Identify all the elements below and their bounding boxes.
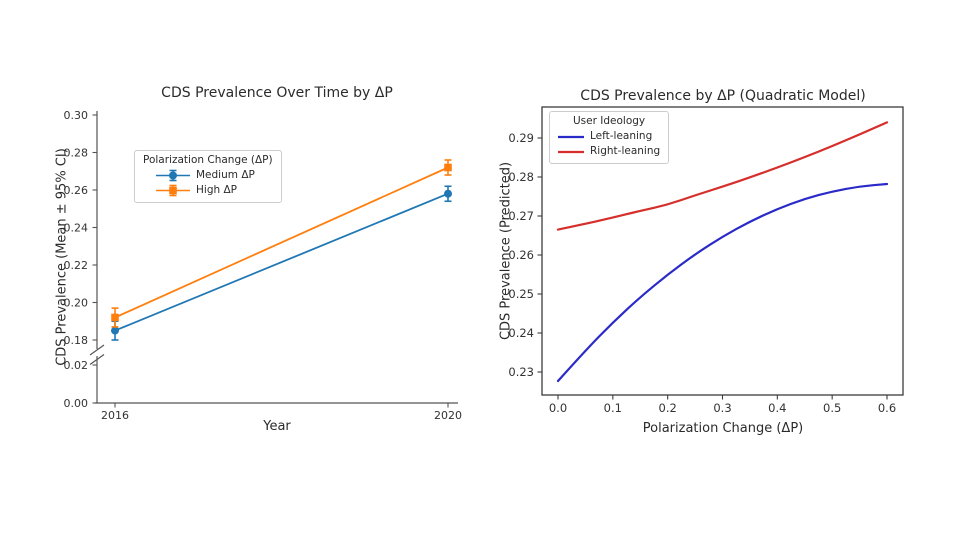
y-tick-label: 0.24 xyxy=(64,221,89,234)
legend-item-label: Right-leaning xyxy=(590,145,661,157)
y-tick-label: 0.20 xyxy=(64,296,89,309)
right-chart-xlabel: Polarization Change (ΔP) xyxy=(642,421,804,436)
legend-item: Left-leaning xyxy=(558,129,660,144)
x-tick-label: 0.5 xyxy=(823,401,841,415)
y-tick-label: 0.02 xyxy=(64,359,89,372)
legend-item: Right-leaning xyxy=(558,144,660,159)
legend-title: User Ideology xyxy=(573,115,646,127)
x-tick-label: 2020 xyxy=(434,409,462,422)
left-chart-ylabel: CDS Prevalence (Mean ± 95% CI) xyxy=(54,148,70,366)
y-tick-label: 0.00 xyxy=(64,397,89,410)
right-chart-title: CDS Prevalence by ΔP (Quadratic Model) xyxy=(580,88,866,104)
legend-item-label: Medium ΔP xyxy=(196,169,255,181)
data-point xyxy=(444,189,452,198)
y-tick-label: 0.24 xyxy=(508,326,534,340)
x-tick-label: 0.1 xyxy=(604,401,622,415)
data-point xyxy=(444,163,452,172)
left-leaning-legend-marker xyxy=(558,135,584,138)
left-chart-plot xyxy=(89,111,458,408)
data-point xyxy=(111,326,119,335)
right-chart-legend: User Ideology Left-leaning Right-leaning xyxy=(549,111,670,164)
legend-items: Medium ΔP High ΔP xyxy=(143,168,273,198)
x-tick-label: 2016 xyxy=(101,409,129,422)
y-tick-label: 0.29 xyxy=(508,131,534,145)
y-tick-label: 0.28 xyxy=(508,170,534,184)
x-tick-label: 0.4 xyxy=(768,401,786,415)
medium-p-line xyxy=(114,192,449,332)
right-leaning-legend-marker xyxy=(558,150,584,153)
legend-items: Left-leaning Right-leaning xyxy=(558,129,660,159)
left-chart-xlabel: Year xyxy=(263,419,291,434)
y-tick-label: 0.22 xyxy=(64,259,89,272)
right-chart-ylabel: CDS Prevalence (Predicted) xyxy=(498,161,514,341)
legend-title: Polarization Change (ΔP) xyxy=(143,154,273,166)
medium-p-legend-marker xyxy=(156,169,190,182)
axis-break-mark xyxy=(89,354,105,365)
legend-item: Medium ΔP xyxy=(156,168,273,183)
data-point xyxy=(111,313,119,322)
y-tick-label: 0.30 xyxy=(64,109,89,122)
legend-item: High ΔP xyxy=(156,183,273,198)
y-tick-label: 0.28 xyxy=(64,146,89,159)
y-tick-label: 0.23 xyxy=(508,365,534,379)
left-chart-legend: Polarization Change (ΔP) Medium ΔP High Δ… xyxy=(134,150,282,203)
legend-item-label: High ΔP xyxy=(196,184,237,196)
legend-item-label: Left-leaning xyxy=(590,130,653,142)
left-leaning-curve xyxy=(556,182,889,383)
y-tick-label: 0.18 xyxy=(64,334,89,347)
axis-break-mark xyxy=(89,344,105,356)
x-tick-label: 0.6 xyxy=(878,401,896,415)
high-p-legend-marker xyxy=(156,184,190,197)
y-tick-label: 0.26 xyxy=(64,184,89,197)
y-tick-label: 0.27 xyxy=(508,209,534,223)
y-tick-label: 0.25 xyxy=(508,287,534,301)
right-chart-plot xyxy=(537,106,904,400)
x-tick-label: 0.0 xyxy=(549,401,567,415)
right-leaning-curve xyxy=(556,121,889,231)
x-tick-label: 0.3 xyxy=(713,401,731,415)
y-tick-label: 0.26 xyxy=(508,248,534,262)
left-chart-title: CDS Prevalence Over Time by ΔP xyxy=(161,85,393,101)
x-tick-label: 0.2 xyxy=(659,401,677,415)
high-p-line xyxy=(114,166,449,319)
